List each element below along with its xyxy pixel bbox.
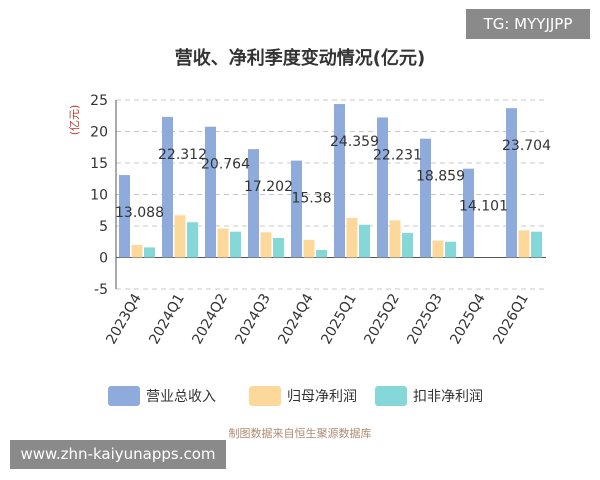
bar-revenue [377, 117, 388, 258]
bar-deducted-net-profit [531, 231, 542, 258]
data-label: 14.101 [459, 199, 508, 215]
data-label: 20.764 [201, 157, 250, 173]
legend-swatch [249, 386, 281, 406]
bar-net-profit [217, 228, 229, 258]
x-tick-label: 2024Q2 [189, 291, 231, 347]
bar-net-profit [346, 217, 358, 258]
bar-deducted-net-profit [273, 237, 284, 258]
watermark-top-badge: TG: MYYJJPP [466, 9, 590, 39]
y-tick-label: -5 [94, 282, 108, 298]
y-axis-label: (亿元) [68, 105, 81, 136]
y-tick-label: 5 [99, 219, 108, 235]
bar-net-profit [131, 244, 143, 258]
legend-swatch [375, 386, 407, 406]
x-tick-label: 2024Q1 [146, 291, 188, 347]
legend-swatch [108, 386, 140, 406]
legend-label: 归母净利润 [287, 388, 357, 405]
x-tick-label: 2023Q4 [103, 291, 145, 347]
bar-deducted-net-profit [316, 249, 327, 258]
x-tick-label: 2025Q2 [361, 291, 403, 347]
bar-deducted-net-profit [445, 241, 456, 258]
data-label: 22.312 [158, 147, 207, 163]
bar-revenue [420, 138, 431, 258]
bar-net-profit [303, 239, 315, 258]
data-label: 23.704 [502, 138, 551, 154]
data-label: 17.202 [244, 179, 293, 195]
bar-revenue [162, 116, 173, 258]
y-tick-label: 0 [99, 251, 108, 267]
bar-revenue [248, 149, 259, 258]
bar-net-profit [260, 232, 272, 258]
data-label: 24.359 [330, 134, 379, 150]
x-tick-label: 2025Q3 [404, 291, 446, 347]
x-tick-label: 2025Q1 [318, 291, 360, 347]
bar-revenue [119, 175, 130, 258]
x-tick-label: 2026Q1 [490, 291, 532, 347]
bar-net-profit [432, 240, 444, 258]
bar-revenue [205, 126, 216, 258]
data-label: 15.38 [291, 191, 331, 207]
x-tick-label: 2025Q4 [447, 291, 489, 347]
bar-deducted-net-profit [402, 232, 413, 258]
bar-revenue [463, 168, 474, 258]
y-tick-label: 10 [90, 188, 108, 204]
legend-label: 扣非净利润 [413, 389, 483, 405]
x-tick-label: 2024Q3 [232, 291, 274, 347]
data-label: 22.231 [373, 147, 422, 163]
bar-revenue [291, 160, 302, 258]
bar-deducted-net-profit [230, 231, 241, 258]
x-tick-label: 2024Q4 [275, 291, 317, 347]
y-tick-label: 15 [90, 156, 108, 172]
legend-label: 营业总收入 [146, 389, 216, 405]
source-note: 制图数据来自恒生聚源数据库 [228, 427, 372, 440]
bar-deducted-net-profit [144, 247, 155, 258]
bar-deducted-net-profit [187, 222, 198, 258]
bar-net-profit [174, 215, 186, 258]
bar-net-profit [518, 230, 530, 258]
data-label: 18.859 [416, 169, 465, 185]
bar-net-profit [389, 220, 401, 258]
data-label: 13.088 [115, 205, 164, 221]
y-tick-label: 25 [90, 93, 108, 109]
y-tick-label: 20 [90, 125, 108, 141]
watermark-bottom-badge: www.zhn-kaiyunapps.com [10, 440, 226, 469]
chart-title: 营收、净利季度变动情况(亿元) [175, 47, 425, 69]
bar-revenue [334, 104, 345, 258]
bar-deducted-net-profit [359, 224, 370, 258]
bar-revenue [506, 108, 517, 258]
